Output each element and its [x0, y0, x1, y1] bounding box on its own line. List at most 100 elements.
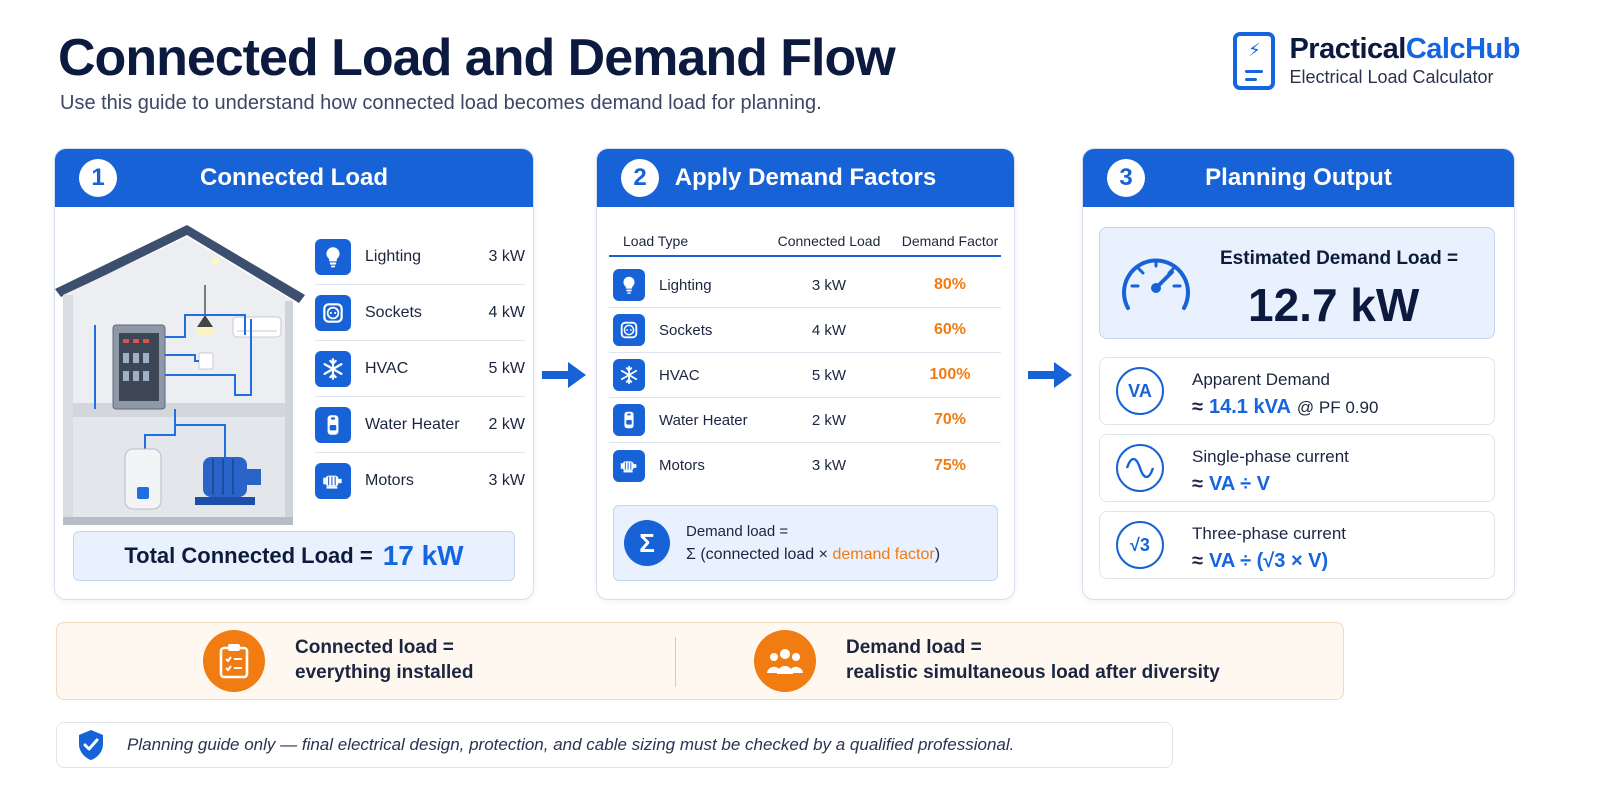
calculator-bolt-icon: ⚡ [1233, 32, 1276, 90]
sigma-icon: Σ [624, 520, 670, 566]
definition-text: Demand load = realistic simultaneous loa… [846, 637, 1220, 683]
socket-icon [315, 294, 351, 331]
table-row: Lighting 3 kW 80% [609, 263, 1001, 308]
total-connected-load: Total Connected Load = 17 kW [73, 531, 515, 581]
step-number: 3 [1107, 159, 1145, 197]
step-number: 2 [621, 159, 659, 197]
load-type: Water Heater [659, 411, 748, 429]
table-row: Water Heater 2 kW 70% [609, 398, 1001, 443]
connected-load-list: Lighting 3 kW Sockets 4 kW HVAC 5 kW Wat… [315, 229, 525, 509]
total-label: Total Connected Load = [124, 543, 373, 568]
panel-header: 1 Connected Load [55, 149, 533, 207]
gauge-icon [1122, 258, 1190, 310]
formula-line-2: Σ (connected load × demand factor) [686, 545, 941, 563]
shield-check-icon [79, 730, 103, 760]
brand-name: PracticalCalcHub [1289, 32, 1520, 65]
snowflake-icon [315, 350, 351, 387]
lightbulb-icon [613, 269, 645, 301]
connected-load-cell: 4 kW [811, 321, 847, 339]
column-header: Load Type [623, 233, 689, 249]
output-title: Single-phase current [1192, 447, 1349, 466]
formula-line-1: Demand load = [686, 522, 789, 540]
panel-title: Planning Output [1205, 164, 1392, 191]
lightbulb-icon [315, 238, 351, 275]
snowflake-icon [613, 359, 645, 391]
house-illustration [55, 225, 305, 525]
sqrt3-badge: √3 [1116, 521, 1164, 569]
load-type: Sockets [659, 321, 713, 339]
load-value: 5 kW [488, 359, 525, 377]
load-type: Lighting [659, 276, 712, 294]
estimated-demand-box: Estimated Demand Load = 12.7 kW [1099, 227, 1495, 339]
apparent-demand-row: VA Apparent Demand ≈14.1 kVA @ PF 0.90 [1099, 357, 1495, 425]
load-value: 4 kW [488, 303, 525, 321]
panel-header: 2 Apply Demand Factors [597, 149, 1014, 207]
load-type: Motors [659, 457, 705, 474]
disclaimer-text: Planning guide only — final electrical d… [127, 735, 1015, 754]
brand-logo: ⚡ PracticalCalcHub Electrical Load Calcu… [1233, 32, 1521, 90]
output-value: ≈14.1 kVA @ PF 0.90 [1192, 396, 1379, 418]
demand-formula: Σ Demand load = Σ (connected load × dema… [613, 505, 998, 581]
load-name: Motors [365, 472, 414, 489]
load-name: HVAC [365, 359, 409, 377]
column-header: Connected Load [777, 233, 881, 249]
panel-header: 3 Planning Output [1083, 149, 1514, 207]
planning-output-panel: 3 Planning Output Estimated Demand Load … [1082, 148, 1515, 600]
demand-factor-cell: 60% [933, 321, 967, 338]
socket-icon [613, 314, 645, 346]
output-title: Apparent Demand [1192, 370, 1330, 389]
estimate-label: Estimated Demand Load = [1220, 248, 1459, 269]
load-name: Sockets [365, 303, 422, 321]
load-type: HVAC [659, 366, 700, 384]
list-item: Motors 3 kW [315, 453, 525, 509]
clipboard-checklist-icon [203, 630, 265, 692]
total-value: 17 kW [382, 540, 464, 571]
water-heater-icon [613, 404, 645, 436]
three-phase-row: √3 Three-phase current ≈ VA ÷ (√3 × V) [1099, 511, 1495, 579]
page-subtitle: Use this guide to understand how connect… [60, 92, 822, 114]
table-row: Motors 3 kW 75% [609, 443, 1001, 488]
column-header: Demand Factor [901, 233, 999, 249]
demand-factor-cell: 75% [933, 456, 967, 474]
people-group-icon [754, 630, 816, 692]
arrow-right-icon [542, 362, 586, 388]
divider [675, 637, 676, 687]
table-header: Load Type Connected Load Demand Factor [609, 233, 1001, 257]
panel-title: Connected Load [199, 164, 388, 191]
definition-text: Connected load = everything installed [295, 637, 474, 683]
output-value: ≈ VA ÷ (√3 × V) [1192, 550, 1329, 572]
connected-load-definition: Connected load = everything installed [203, 630, 473, 692]
list-item: Sockets 4 kW [315, 285, 525, 341]
load-value: 3 kW [488, 472, 525, 489]
connected-load-panel: 1 Connected Load [54, 148, 534, 600]
page-title: Connected Load and Demand Flow [58, 29, 896, 87]
motor-icon [315, 463, 351, 499]
load-name: Lighting [365, 247, 422, 265]
connected-load-cell: 5 kW [811, 366, 847, 384]
output-value: ≈ VA ÷ V [1192, 473, 1270, 495]
definitions-band: Connected load = everything installed De… [56, 622, 1344, 700]
motor-icon [613, 449, 645, 482]
estimate-value: 12.7 kW [1248, 279, 1420, 331]
list-item: Water Heater 2 kW [315, 397, 525, 453]
demand-factor-cell: 80% [933, 276, 967, 293]
single-phase-row: Single-phase current ≈ VA ÷ V [1099, 434, 1495, 502]
connected-load-cell: 2 kW [811, 411, 847, 429]
brand-tagline: Electrical Load Calculator [1289, 67, 1494, 88]
output-title: Three-phase current [1192, 524, 1347, 543]
table-row: Sockets 4 kW 60% [609, 308, 1001, 353]
load-name: Water Heater [365, 415, 460, 433]
demand-factors-panel: 2 Apply Demand Factors Load Type Connect… [596, 148, 1015, 600]
list-item: Lighting 3 kW [315, 229, 525, 285]
disclaimer-note: Planning guide only — final electrical d… [56, 722, 1173, 768]
connected-load-cell: 3 kW [811, 276, 847, 294]
table-row: HVAC 5 kW 100% [609, 353, 1001, 398]
va-badge: VA [1116, 367, 1164, 415]
list-item: HVAC 5 kW [315, 341, 525, 397]
connected-load-cell: 3 kW [811, 457, 847, 474]
demand-factor-table: Load Type Connected Load Demand Factor L… [609, 233, 1001, 488]
load-value: 2 kW [488, 415, 525, 433]
panel-title: Apply Demand Factors [674, 164, 937, 191]
demand-load-definition: Demand load = realistic simultaneous loa… [754, 630, 1220, 692]
sine-wave-icon [1116, 444, 1164, 492]
